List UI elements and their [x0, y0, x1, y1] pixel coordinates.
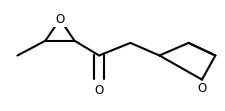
Text: O: O: [197, 82, 207, 95]
Text: O: O: [94, 84, 104, 97]
Text: O: O: [55, 13, 65, 26]
